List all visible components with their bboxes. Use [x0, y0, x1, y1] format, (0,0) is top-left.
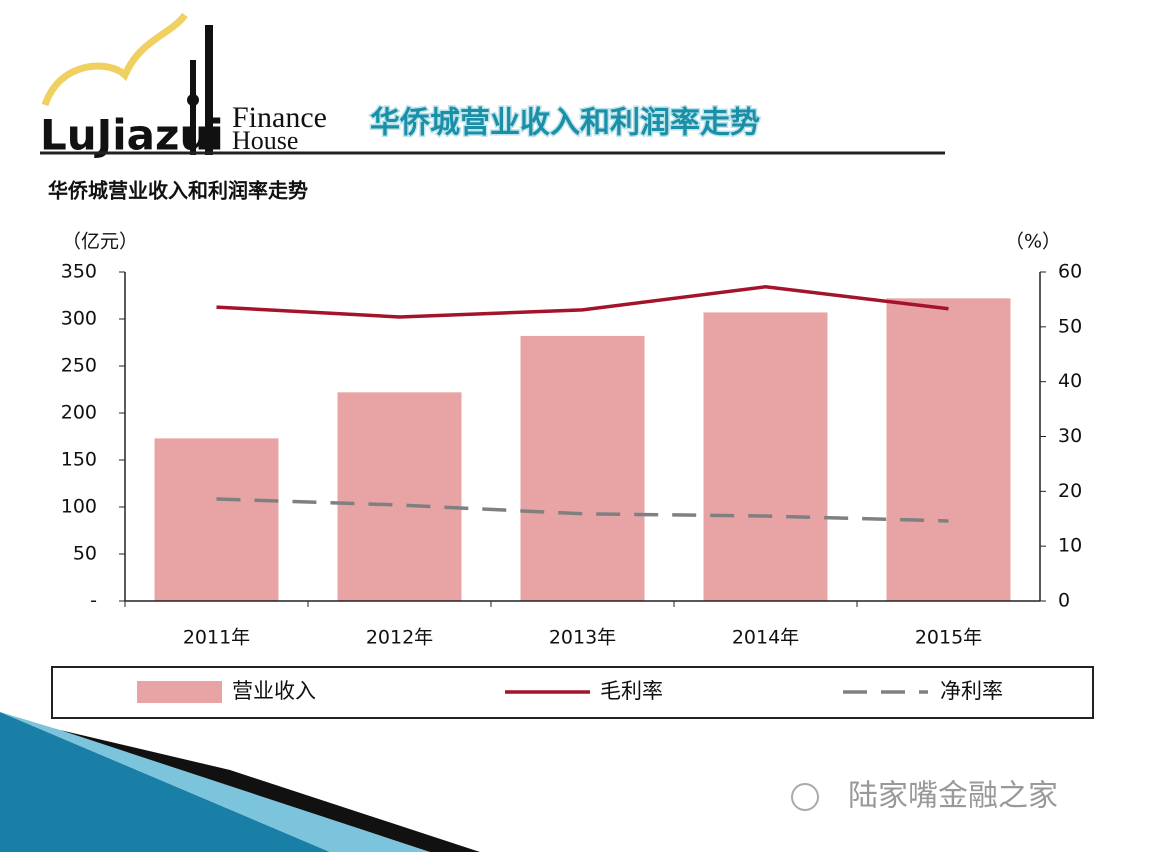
legend-label: 净利率 — [940, 679, 1003, 703]
y2-tick-label: 0 — [1058, 590, 1070, 612]
logo-text: House — [232, 126, 298, 155]
y-axis-label: （亿元） — [62, 231, 138, 253]
legend-box — [51, 666, 1094, 719]
x-tick-label: 2011年 — [183, 627, 250, 649]
y-tick-label: 100 — [61, 496, 97, 518]
y-tick-label: 300 — [61, 308, 97, 330]
line — [216, 285, 949, 319]
x-tick-label: 2015年 — [915, 627, 982, 649]
logo-tower — [187, 94, 199, 106]
logo-tower — [205, 25, 213, 155]
y2-tick-label: 20 — [1058, 480, 1082, 502]
y-tick-label: 200 — [61, 402, 97, 424]
y-tick-label: 250 — [61, 355, 97, 377]
legend-swatch — [137, 681, 222, 703]
y2-axis-label: （%） — [1005, 231, 1061, 253]
logo-tower — [190, 60, 196, 155]
decor — [0, 712, 430, 852]
y-tick-label: 150 — [61, 449, 97, 471]
bar — [703, 312, 828, 601]
bar — [886, 298, 1011, 601]
chart-title: 华侨城营业收入和利润率走势 — [48, 179, 308, 203]
logo-text: Finance — [232, 101, 327, 134]
x-tick-label: 2012年 — [366, 627, 433, 649]
bar — [154, 438, 279, 601]
y2-tick-label: 30 — [1058, 425, 1082, 447]
logo-text: LuJiazui — [40, 111, 224, 160]
legend-label: 毛利率 — [600, 679, 663, 703]
y-tick-label: - — [90, 590, 97, 612]
y2-tick-label: 10 — [1058, 535, 1082, 557]
logo-swoosh — [41, 12, 188, 107]
watermark: 陆家嘴金融之家 — [848, 779, 1058, 814]
legend-label: 营业收入 — [232, 679, 316, 703]
slide-title: 华侨城营业收入和利润率走势 — [370, 106, 760, 141]
bar — [520, 335, 645, 601]
watermark-icon — [791, 783, 819, 811]
x-tick-label: 2014年 — [732, 627, 799, 649]
y2-tick-label: 40 — [1058, 370, 1082, 392]
y-tick-label: 350 — [61, 261, 97, 283]
decor — [60, 730, 480, 852]
x-tick-label: 2013年 — [549, 627, 616, 649]
bar — [337, 392, 462, 601]
y-tick-label: 50 — [73, 543, 97, 565]
line — [216, 497, 949, 523]
y2-tick-label: 50 — [1058, 315, 1082, 337]
y2-tick-label: 60 — [1058, 261, 1082, 283]
